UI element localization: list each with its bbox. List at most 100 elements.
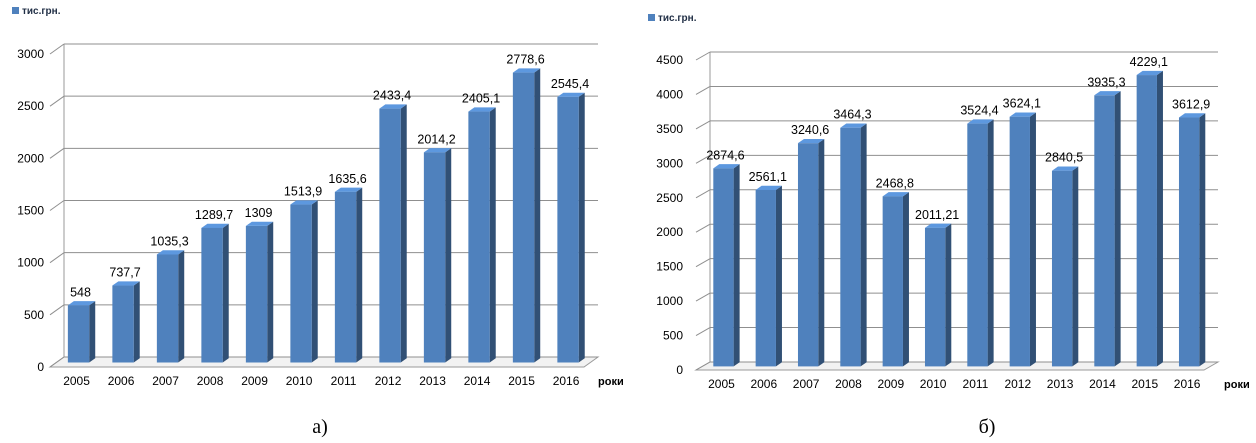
y-tick-label: 1500 [656, 260, 683, 274]
y-tick-label: 500 [663, 329, 683, 343]
y-tick-label: 500 [24, 308, 44, 322]
bar-front [468, 111, 490, 363]
data-label: 3240,6 [791, 123, 829, 137]
bar-top [290, 200, 318, 205]
bar-front [924, 227, 946, 367]
bar-2009 [245, 221, 274, 363]
x-tick-label: 2005 [63, 374, 90, 388]
bar-front [797, 143, 819, 367]
bar-top [882, 192, 909, 197]
chart-b: тис.грн. 0 500 1000 1500 2000 2500 3000 3500 4000… [628, 0, 1256, 443]
gridline-side [49, 252, 65, 264]
bar-2014 [1094, 91, 1121, 367]
bar-front [882, 196, 903, 367]
data-label: 2874,6 [706, 148, 744, 162]
bar-top [245, 221, 274, 226]
x-tick-label: 2007 [152, 374, 179, 388]
x-tick-label: 2016 [1174, 377, 1201, 391]
bar-front [1178, 117, 1200, 367]
bar-front [1094, 95, 1115, 367]
bar-2007 [797, 138, 825, 367]
bar-2005 [713, 164, 740, 367]
bar-2008 [840, 123, 867, 367]
bar-top [468, 107, 496, 112]
x-tick-label: 2009 [241, 374, 268, 388]
data-label: 1035,3 [150, 234, 188, 248]
x-tick-label: 2008 [835, 377, 862, 391]
bar-side [489, 107, 496, 363]
bar-front [112, 285, 134, 363]
data-label: 1309 [245, 206, 273, 220]
data-label: 2561,1 [749, 170, 787, 184]
bar-side [356, 187, 363, 363]
bar-2005 [67, 301, 96, 363]
x-tick-label: 2011 [963, 377, 989, 391]
data-label: 2778,6 [506, 53, 544, 67]
y-tick-label: 2500 [17, 99, 44, 113]
gridline-side [695, 120, 711, 130]
bar-front [1009, 116, 1030, 367]
bar-top [112, 281, 140, 286]
bar-2016 [557, 92, 585, 363]
bar-top [156, 250, 185, 255]
legend: тис.грн. [648, 13, 697, 24]
y-tick-label: 2000 [656, 225, 683, 239]
legend-label: тис.грн. [658, 13, 697, 24]
bar-front [379, 108, 401, 363]
bar-front [334, 191, 357, 363]
bar-top [334, 187, 363, 192]
bar-side [1156, 70, 1163, 367]
bar-2012 [379, 104, 407, 363]
legend-swatch [12, 7, 19, 14]
bar-front [67, 305, 90, 363]
y-tick-label: 2000 [17, 151, 44, 165]
x-tick-label: 2005 [708, 377, 735, 391]
bar-front [201, 227, 223, 363]
legend: тис.грн. [12, 6, 61, 17]
gridline-side [695, 361, 711, 371]
bar-side [267, 221, 274, 363]
y-tick-label: 4000 [656, 87, 683, 101]
x-axis-label: роки [598, 376, 624, 388]
gridline-side [49, 43, 65, 55]
bar-side [1029, 112, 1036, 367]
data-label: 737,7 [109, 266, 140, 280]
data-label: 3935,3 [1087, 75, 1125, 89]
gridline-side [695, 86, 711, 95]
x-tick-label: 2014 [1089, 377, 1116, 391]
bar-2010 [924, 223, 952, 367]
x-tick-label: 2016 [553, 374, 580, 388]
bar-front [967, 123, 988, 367]
bar-2016 [1178, 113, 1206, 367]
bar-front [755, 189, 776, 367]
bar-side [311, 200, 318, 363]
bar-front [512, 72, 535, 363]
bar-top [557, 92, 585, 97]
data-label: 3464,3 [833, 108, 871, 122]
data-label: 2011,21 [915, 208, 959, 222]
bar-top [797, 138, 825, 144]
bar-2009 [882, 192, 909, 367]
bar-front [245, 225, 268, 363]
y-tick-label: 1000 [656, 294, 683, 308]
bar-front [423, 152, 446, 363]
bar-side [534, 68, 541, 363]
bar-side [1072, 166, 1079, 367]
bar-top [1051, 166, 1079, 171]
x-tick-label: 2013 [1047, 377, 1074, 391]
y-tick-label: 1500 [17, 204, 44, 218]
y-tick-label: 0 [37, 360, 44, 374]
bar-front [290, 204, 312, 363]
bar-2013 [1051, 166, 1079, 367]
gridline-side [49, 95, 65, 107]
gridline-side [695, 223, 711, 233]
x-tick-label: 2015 [508, 374, 535, 388]
bar-2006 [755, 185, 782, 367]
bar-2012 [1009, 112, 1036, 367]
gridline-side [49, 356, 65, 368]
bar-top [423, 148, 452, 153]
bar-side [945, 223, 952, 367]
y-tick-label: 3500 [656, 122, 683, 136]
bar-side [775, 185, 782, 367]
y-tick-label: 1000 [17, 256, 44, 270]
